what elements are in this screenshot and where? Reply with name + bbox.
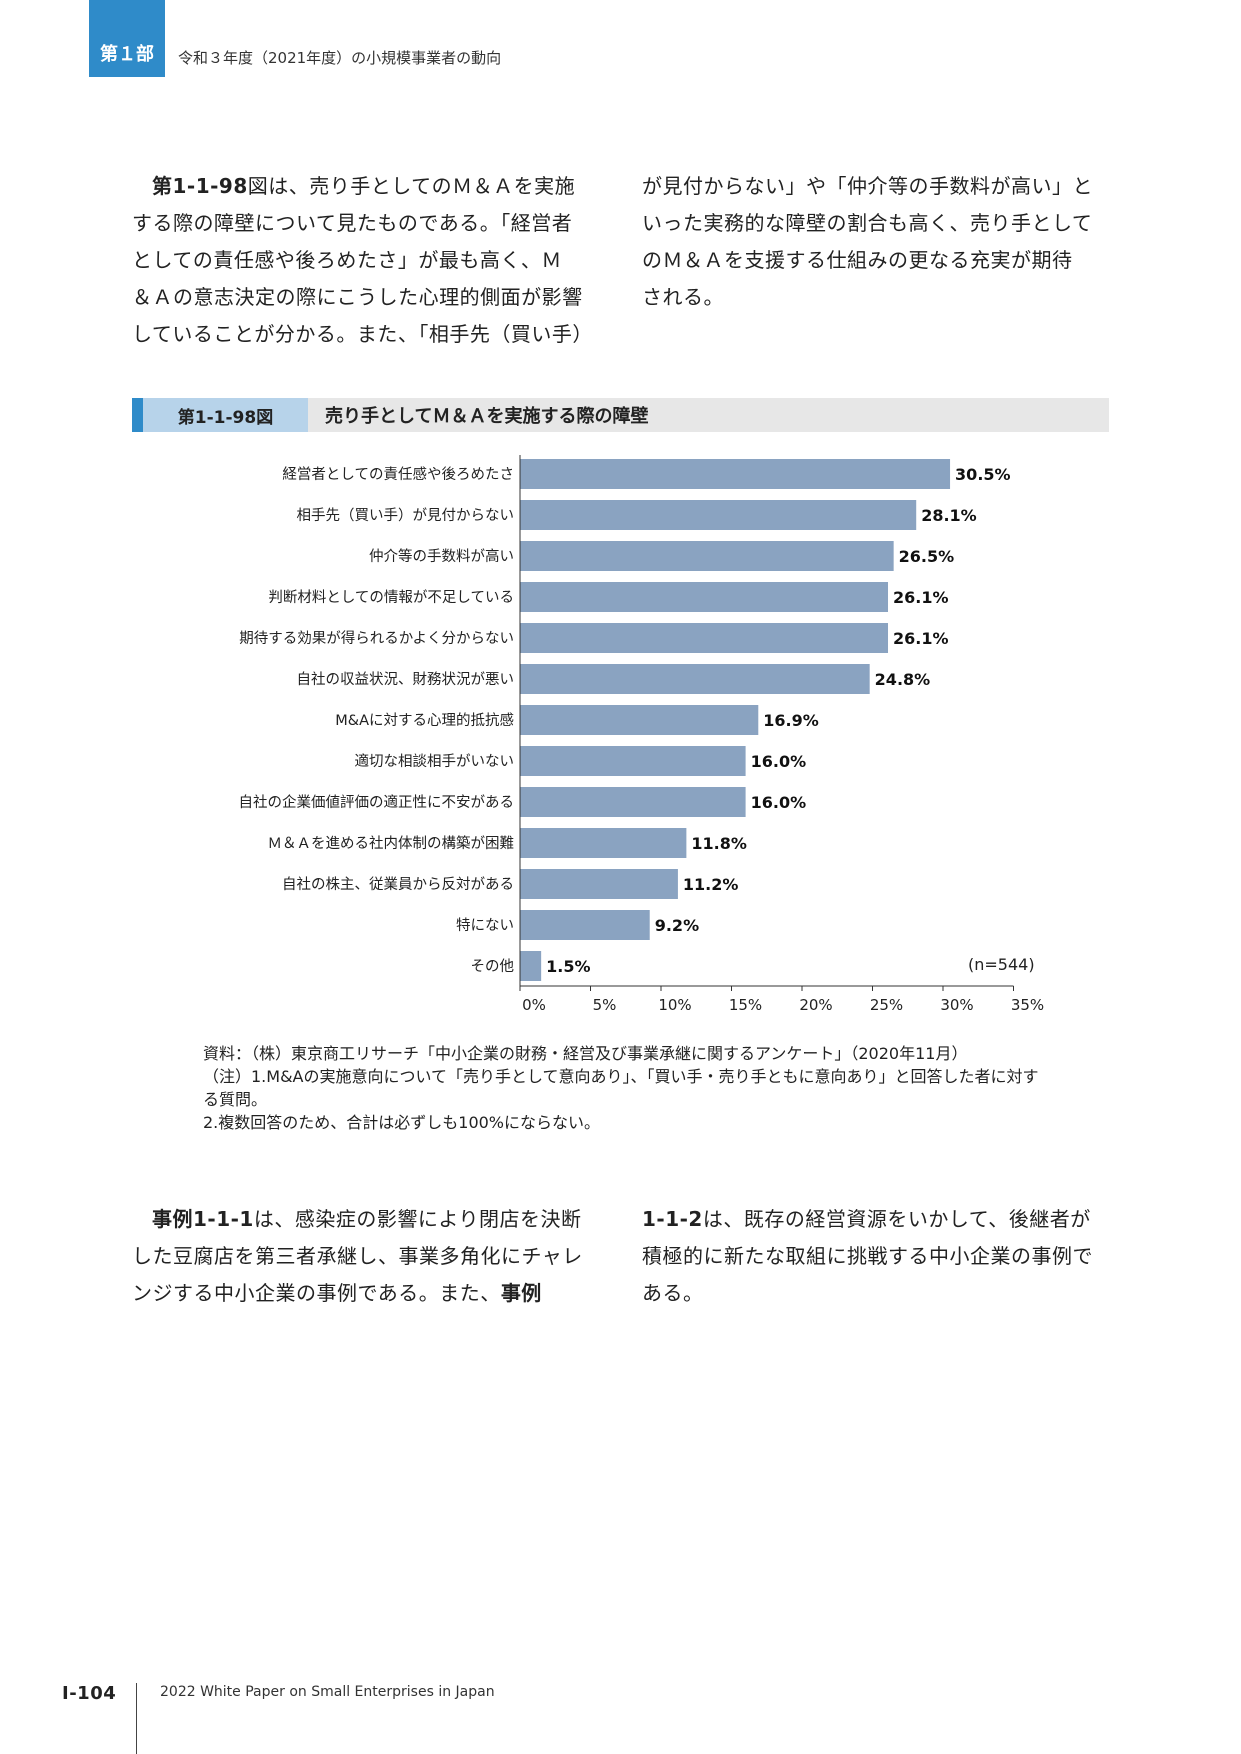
closing-text: ンジする中小企業の事例である。また、 [132, 1281, 501, 1305]
figure-reference: 第1-1-98 [152, 174, 248, 198]
note-1: （注）1.M&Aの実施意向について「売り手として意向あり」、「買い手・売り手とも… [203, 1067, 1039, 1086]
case-reference: 事例 [500, 1281, 542, 1305]
page-number: I-104 [62, 1683, 117, 1704]
closing-line: 1-1-2は、既存の経営資源をいかして、後継者が [642, 1201, 1108, 1238]
intro-line: していることが分かる。また、「相手先（買い手） [132, 322, 593, 346]
value-label: 9.2% [655, 916, 699, 935]
figure-title: 売り手としてＭ＆Ａを実施する際の障壁 [325, 406, 649, 427]
bar [520, 500, 917, 530]
category-label: Ｍ＆Ａを進める社内体制の構築が困難 [268, 834, 515, 852]
intro-line: いった実務的な障壁の割合も高く、売り手として [642, 211, 1093, 235]
bar [520, 746, 746, 776]
x-tick-label: 10% [658, 996, 691, 1014]
note-2: 2.複数回答のため、合計は必ずしも100%にならない。 [203, 1113, 601, 1132]
value-label: 28.1% [921, 506, 977, 525]
bar [520, 828, 687, 858]
value-label: 24.8% [875, 670, 931, 689]
closing-line: した豆腐店を第三者承継し、事業多角化にチャレ [132, 1244, 583, 1268]
intro-left-column: 第1-1-98図は、売り手としてのＭ＆Ａを実施 する際の障壁について見たものであ… [132, 168, 598, 353]
closing-line: ある。 [642, 1281, 704, 1305]
bar [520, 869, 678, 899]
intro-line: される。 [642, 285, 724, 309]
category-label: 判断材料としての情報が不足している [268, 589, 514, 606]
closing-right-column: 1-1-2は、既存の経営資源をいかして、後継者が 積極的に新たな取組に挑戦する中… [642, 1201, 1108, 1312]
value-label: 26.1% [893, 588, 949, 607]
x-tick-label: 15% [729, 996, 762, 1014]
value-label: 26.5% [899, 547, 955, 566]
bar [520, 664, 870, 694]
part-tab: 第１部 [89, 0, 165, 77]
x-tick-label: 30% [940, 996, 973, 1014]
bar [520, 582, 889, 612]
category-label: 自社の企業価値評価の適正性に不安がある [239, 793, 515, 811]
x-tick-label: 20% [799, 996, 832, 1014]
footer-divider [136, 1683, 137, 1754]
bar [520, 705, 759, 735]
closing-text: は、感染症の影響により閉店を決断 [253, 1207, 582, 1231]
closing-line: 事例1-1-1は、感染症の影響により閉店を決断 [132, 1201, 598, 1238]
x-tick-label: 5% [593, 996, 617, 1014]
bar [520, 459, 951, 489]
figure-number: 第1-1-98図 [143, 398, 308, 432]
intro-line: としての責任感や後ろめたさ」が最も高く、Ｍ [132, 248, 562, 272]
sample-size-label: (n=544) [968, 955, 1035, 974]
category-label: M&Aに対する心理的抵抗感 [335, 712, 514, 729]
value-label: 11.2% [683, 875, 739, 894]
source-note: 資料：（株）東京商工リサーチ「中小企業の財務・経営及び事業承継に関するアンケート… [203, 1044, 968, 1063]
category-label: 期待する効果が得られるかよく分からない [239, 630, 514, 647]
value-label: 16.0% [751, 752, 807, 771]
intro-right-column: が見付からない」や「仲介等の手数料が高い」と いった実務的な障壁の割合も高く、売… [642, 168, 1108, 316]
category-label: 特にない [456, 917, 514, 934]
chapter-title: 令和３年度（2021年度）の小規模事業者の動向 [178, 49, 502, 67]
bar [520, 910, 650, 940]
publication-title: 2022 White Paper on Small Enterprises in… [160, 1684, 495, 1700]
value-label: 26.1% [893, 629, 949, 648]
figure-notes: 資料：（株）東京商工リサーチ「中小企業の財務・経営及び事業承継に関するアンケート… [203, 1042, 1063, 1134]
bar [520, 951, 542, 981]
intro-line: する際の障壁について見たものである。「経営者 [132, 211, 573, 235]
figure-accent-stripe [132, 398, 143, 432]
closing-left-column: 事例1-1-1は、感染症の影響により閉店を決断 した豆腐店を第三者承継し、事業多… [132, 1201, 598, 1312]
intro-line: が見付からない」や「仲介等の手数料が高い」と [642, 174, 1093, 198]
closing-text: は、既存の経営資源をいかして、後継者が [702, 1207, 1091, 1231]
intro-line: のＭ＆Ａを支援する仕組みの更なる充実が期待 [642, 248, 1073, 272]
x-tick-label: 25% [870, 996, 903, 1014]
category-label: その他 [471, 958, 515, 975]
value-label: 16.0% [751, 793, 807, 812]
category-label: 仲介等の手数料が高い [369, 547, 514, 565]
value-label: 16.9% [763, 711, 819, 730]
bar [520, 541, 894, 571]
value-label: 11.8% [691, 834, 747, 853]
intro-line: ＆Ａの意志決定の際にこうした心理的側面が影響 [132, 285, 583, 309]
intro-text: 図は、売り手としてのＭ＆Ａを実施 [247, 174, 576, 198]
case-reference: 事例1-1-1 [152, 1207, 254, 1231]
category-label: 適切な相談相手がいない [355, 752, 515, 770]
category-label: 経営者としての責任感や後ろめたさ [282, 466, 514, 483]
closing-line: ンジする中小企業の事例である。また、事例 [132, 1275, 598, 1312]
intro-line: 第1-1-98図は、売り手としてのＭ＆Ａを実施 [132, 168, 598, 205]
category-label: 相手先（買い手）が見付からない [297, 507, 515, 524]
category-label: 自社の株主、従業員から反対がある [282, 876, 514, 893]
closing-line: 積極的に新たな取組に挑戦する中小企業の事例で [642, 1244, 1093, 1268]
bar [520, 787, 746, 817]
x-tick-label: 35% [1011, 996, 1044, 1014]
value-label: 30.5% [955, 465, 1011, 484]
note-1-continued: る質問。 [203, 1090, 268, 1109]
case-reference: 1-1-2 [642, 1207, 703, 1231]
value-label: 1.5% [546, 957, 590, 976]
bar [520, 623, 889, 653]
x-tick-label: 0% [522, 996, 546, 1014]
category-label: 自社の収益状況、財務状況が悪い [297, 671, 515, 688]
